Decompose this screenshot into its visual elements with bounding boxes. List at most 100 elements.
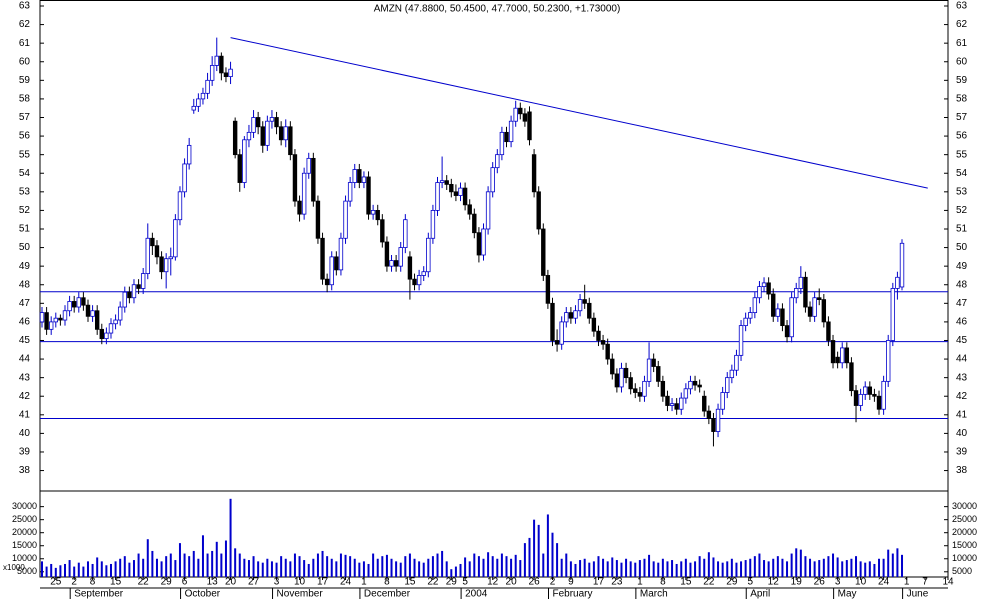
volume-bar bbox=[114, 561, 117, 577]
candle-body bbox=[412, 278, 417, 286]
candle-body bbox=[449, 183, 454, 193]
candle-body bbox=[380, 219, 385, 243]
candle-body bbox=[830, 340, 836, 364]
candle-body bbox=[426, 237, 431, 273]
volume-bar bbox=[247, 560, 250, 577]
y-tick-label: 59 bbox=[19, 75, 31, 86]
candle-body bbox=[458, 187, 463, 196]
x-tick-label: 12 bbox=[487, 577, 499, 588]
volume-bar bbox=[666, 561, 669, 577]
volume-bar bbox=[174, 560, 177, 577]
month-label: February bbox=[552, 589, 592, 599]
candle-body bbox=[435, 182, 440, 211]
x-tick-label: 17 bbox=[317, 577, 329, 588]
volume-bar bbox=[312, 558, 315, 577]
volume-bar bbox=[280, 556, 283, 577]
volume-tick-label: 15000 bbox=[952, 540, 977, 550]
candle-body bbox=[288, 126, 293, 156]
x-tick-label: 13 bbox=[207, 577, 219, 588]
candle-body bbox=[623, 367, 629, 379]
month-label: June bbox=[907, 589, 929, 599]
candle-body bbox=[306, 157, 311, 174]
volume-bar bbox=[234, 548, 237, 577]
y-tick-label: 55 bbox=[956, 149, 968, 160]
candle-body bbox=[315, 200, 321, 239]
volume-bar bbox=[445, 561, 448, 577]
candle-body bbox=[127, 291, 132, 299]
candle-body bbox=[481, 228, 486, 256]
volume-bar bbox=[583, 558, 586, 577]
y-tick-label: 50 bbox=[956, 242, 968, 253]
candle-body bbox=[44, 312, 49, 330]
volume-bar bbox=[841, 561, 844, 577]
volume-bar bbox=[505, 556, 508, 577]
volume-bar bbox=[652, 561, 655, 577]
volume-bar bbox=[192, 550, 195, 577]
volume-bar bbox=[91, 563, 94, 577]
volume-bar bbox=[878, 558, 881, 577]
y-tick-label: 52 bbox=[956, 205, 968, 216]
x-tick-label: 10 bbox=[855, 577, 867, 588]
y-tick-label: 63 bbox=[956, 1, 968, 12]
volume-tick-label: 15000 bbox=[12, 540, 37, 550]
volume-bar bbox=[413, 558, 416, 577]
candle-body bbox=[610, 358, 615, 375]
candle-body bbox=[858, 393, 863, 406]
candle-body bbox=[58, 317, 63, 321]
volume-bar bbox=[753, 556, 756, 577]
volume-bar bbox=[137, 553, 140, 577]
candle-body bbox=[48, 321, 54, 330]
volume-bar bbox=[123, 556, 126, 577]
candle-body bbox=[352, 169, 357, 183]
candle-body bbox=[748, 312, 753, 319]
candle-body bbox=[600, 340, 606, 345]
volume-bar bbox=[537, 524, 540, 577]
candle-body bbox=[476, 232, 482, 256]
volume-bar bbox=[707, 552, 710, 577]
y-tick-label: 56 bbox=[956, 131, 968, 142]
y-tick-label: 51 bbox=[956, 224, 968, 235]
volume-bar bbox=[786, 561, 789, 577]
candle-body bbox=[324, 278, 330, 286]
candle-body bbox=[665, 395, 670, 406]
volume-bar bbox=[418, 561, 421, 577]
y-tick-label: 42 bbox=[956, 391, 968, 402]
candle-body bbox=[821, 299, 827, 323]
volume-bar bbox=[77, 562, 80, 577]
x-tick-label: 8 bbox=[90, 577, 96, 588]
volume-bar bbox=[597, 556, 600, 577]
candle-body bbox=[375, 210, 380, 221]
volume-bar bbox=[726, 561, 729, 577]
candle-body bbox=[881, 380, 886, 410]
volume-bar bbox=[146, 539, 149, 577]
trend-line bbox=[230, 37, 928, 189]
candle-body bbox=[329, 256, 334, 286]
candle-body bbox=[605, 343, 610, 360]
y-tick-label: 61 bbox=[19, 38, 31, 49]
candle-body bbox=[683, 388, 689, 399]
month-label: November bbox=[277, 589, 324, 599]
candle-body bbox=[669, 403, 675, 406]
candle-body bbox=[757, 286, 762, 299]
candle-body bbox=[99, 328, 104, 340]
x-tick-label: 3 bbox=[274, 577, 280, 588]
x-tick-label: 26 bbox=[814, 577, 826, 588]
candle-body bbox=[274, 117, 279, 128]
month-label: April bbox=[750, 589, 770, 599]
volume-tick-label: 10000 bbox=[12, 553, 37, 563]
y-tick-label: 60 bbox=[956, 56, 968, 67]
volume-bar bbox=[385, 554, 388, 577]
candle-body bbox=[182, 163, 187, 193]
volume-bar bbox=[422, 562, 425, 577]
volume-bar bbox=[197, 558, 200, 577]
candle-body bbox=[246, 131, 252, 141]
x-tick-label: 17 bbox=[593, 577, 605, 588]
volume-bar bbox=[551, 532, 554, 577]
candle-body bbox=[462, 187, 468, 206]
candle-body bbox=[711, 418, 716, 432]
x-tick-label: 19 bbox=[791, 577, 803, 588]
y-tick-label: 50 bbox=[19, 242, 31, 253]
volume-tick-label: 25000 bbox=[952, 514, 977, 524]
candle-body bbox=[817, 297, 822, 301]
